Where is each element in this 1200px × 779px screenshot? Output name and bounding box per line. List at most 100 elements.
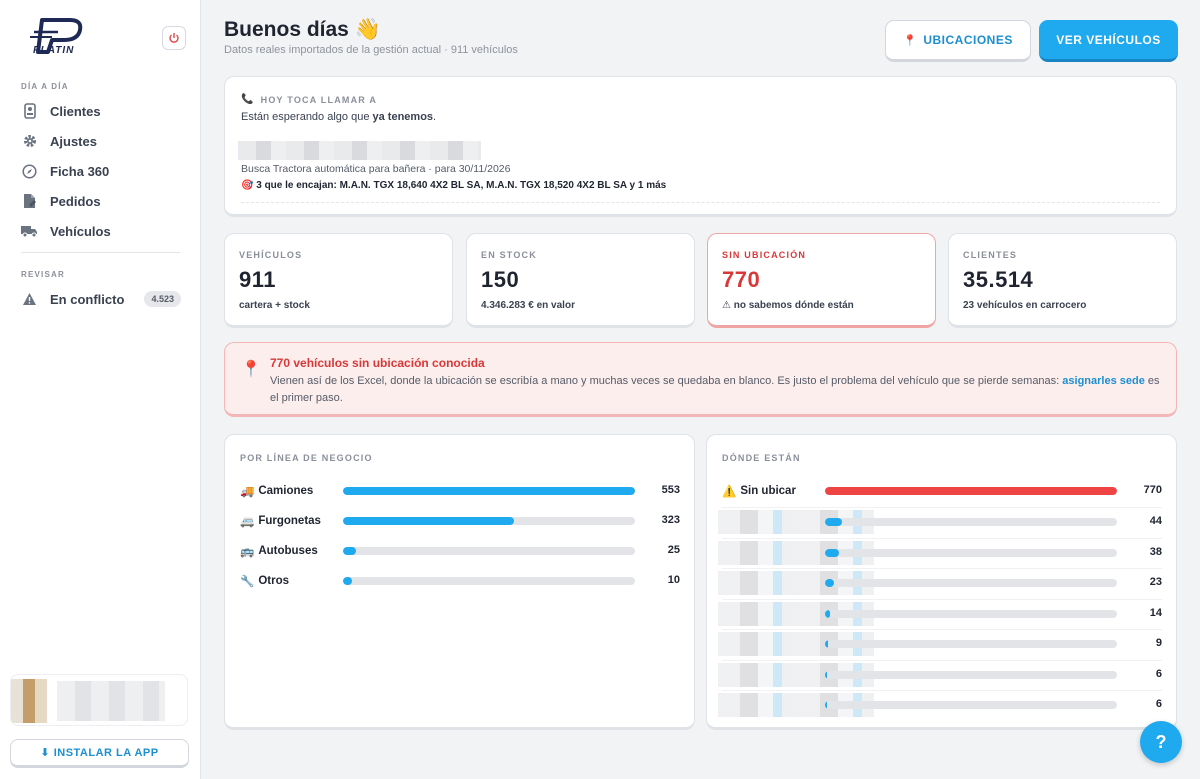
locations-panel: DÓNDE ESTÁN ⚠️ Sin ubicar 770 44 38 23 14 9 6 6 [706, 434, 1177, 730]
power-icon [169, 33, 179, 43]
row-value: 14 [1149, 606, 1162, 619]
truck-icon [21, 223, 38, 240]
sidebar-item-ajustes[interactable]: Ajustes [21, 130, 181, 152]
row-divider [722, 537, 1162, 539]
stat-card-stock[interactable]: EN STOCK 150 4.346.283 € en valor [466, 233, 695, 328]
logout-button[interactable] [162, 26, 186, 50]
divider [241, 202, 1160, 203]
user-profile[interactable] [10, 674, 188, 726]
row-label: 🚐 Furgonetas [240, 514, 321, 528]
locations-button[interactable]: 📍 UBICACIONES [885, 20, 1031, 62]
user-name-blurred [57, 681, 165, 721]
stat-card-sin-ubicacion[interactable]: SIN UBICACIÓN 770 ⚠ no sabemos dónde est… [707, 233, 936, 328]
bar-track [343, 517, 635, 525]
row-value: 25 [667, 544, 680, 556]
warning-icon: ⚠️ [722, 486, 737, 498]
row-label: 🔧 Otros [240, 574, 289, 588]
bar-track [825, 548, 1117, 557]
vehicle-type-icon: 🔧 [240, 576, 255, 588]
call-caption-text: HOY TOCA LLAMAR A [260, 94, 378, 105]
row-value: 6 [1155, 667, 1162, 680]
client-name-blurred[interactable] [238, 141, 481, 160]
bar-fill [343, 487, 635, 495]
sidebar-item-clientes[interactable]: Clientes [21, 100, 181, 122]
location-row[interactable]: 44 [718, 510, 1162, 534]
help-label: ? [1155, 731, 1167, 752]
location-row[interactable]: 23 [718, 571, 1162, 595]
bar-track [343, 487, 635, 495]
alert-suffix: es el primer paso. [270, 375, 1160, 404]
business-line-panel: POR LÍNEA DE NEGOCIO 🚚 Camiones 553 🚐 Furgon… [224, 434, 695, 730]
business-row[interactable]: 🚐 Furgonetas 323 [240, 512, 680, 530]
bar-fill [343, 577, 352, 585]
row-value: 44 [1149, 515, 1162, 527]
sidebar-item-vehiculos[interactable]: Vehículos [21, 220, 181, 242]
divider [21, 252, 180, 253]
row-divider [722, 598, 1162, 600]
sidebar-item-label: Vehículos [50, 223, 111, 239]
brand-logo[interactable] [30, 16, 92, 58]
clientes-icon [21, 103, 38, 120]
assign-location-link[interactable]: asignarles sede [1062, 375, 1145, 387]
business-row[interactable]: 🚌 Autobuses 25 [240, 542, 680, 560]
sidebar-item-pedidos[interactable]: Pedidos [21, 190, 181, 212]
matching-vehicles[interactable]: 🎯 3 que le encajan: M.A.N. TGX 18,640 4X… [241, 180, 667, 191]
stat-caption: SIN UBICACIÓN [722, 250, 807, 260]
stat-value: 770 [722, 267, 761, 292]
brand-name: PLATIN [33, 45, 75, 56]
stat-card-vehiculos[interactable]: VEHÍCULOS 911 cartera + stock [224, 233, 453, 328]
sidebar-item-conflicto[interactable]: En conflicto 4.523 [21, 288, 181, 310]
section-label-day: DÍA A DÍA [21, 82, 69, 91]
bar-track [825, 579, 1117, 587]
row-value: 553 [661, 484, 680, 496]
row-value: 9 [1155, 637, 1162, 649]
bar-fill [825, 487, 1117, 495]
help-button[interactable]: ? [1140, 721, 1182, 763]
sidebar-item-label: Ajustes [50, 133, 97, 149]
bar-fill [343, 547, 357, 555]
bar-fill [825, 579, 834, 587]
bar-track [825, 609, 1117, 618]
bar-track [825, 701, 1117, 709]
row-label-text: Autobuses [258, 545, 318, 557]
location-row[interactable]: 6 [718, 662, 1162, 687]
location-row[interactable]: 9 [718, 632, 1162, 656]
stat-value: 150 [481, 267, 520, 292]
business-row[interactable]: 🚚 Camiones 553 [240, 482, 680, 500]
alert-title: 770 vehículos sin ubicación conocida [270, 356, 485, 370]
location-row[interactable]: 6 [718, 693, 1162, 717]
panel-caption: POR LÍNEA DE NEGOCIO [240, 453, 373, 463]
bar-track [825, 640, 1117, 648]
row-label: ⚠️ Sin ubicar [722, 484, 796, 498]
location-row[interactable]: 14 [718, 601, 1162, 626]
stat-subtext: 23 vehículos en carrocero [963, 300, 1087, 311]
sidebar-item-label: Ficha 360 [50, 163, 110, 179]
section-label-review: REVISAR [21, 270, 65, 279]
row-label: 🚌 Autobuses [240, 544, 318, 558]
call-today-card[interactable]: 📞 HOY TOCA LLAMAR A Están esperando algo… [224, 76, 1177, 217]
row-divider [722, 629, 1162, 630]
pin-icon: 📍 [903, 34, 918, 47]
row-label-text: Otros [258, 575, 289, 587]
alert-description: Vienen así de los Excel, donde la ubicac… [270, 373, 1160, 407]
call-caption: 📞 HOY TOCA LLAMAR A [241, 94, 377, 105]
install-app-button[interactable]: ⬇ INSTALAR LA APP [10, 739, 189, 768]
stat-caption: CLIENTES [963, 250, 1018, 260]
bar-track [825, 670, 1117, 679]
vehicle-type-icon: 🚐 [240, 516, 255, 528]
bar-fill [825, 670, 828, 679]
bar-track [343, 577, 635, 585]
view-vehicles-button[interactable]: VER VEHÍCULOS [1039, 20, 1178, 62]
row-value: 323 [661, 514, 680, 526]
location-row-unplaced[interactable]: ⚠️ Sin ubicar 770 [722, 482, 1162, 500]
location-row[interactable]: 38 [718, 540, 1162, 565]
business-row[interactable]: 🔧 Otros 10 [240, 572, 680, 590]
stat-subtext: cartera + stock [239, 300, 310, 311]
stat-caption: VEHÍCULOS [239, 250, 303, 260]
warning-icon [21, 291, 38, 308]
vehicle-type-icon: 🚌 [240, 546, 255, 558]
sidebar-item-ficha360[interactable]: Ficha 360 [21, 160, 181, 182]
stat-card-clientes[interactable]: CLIENTES 35.514 23 vehículos en carrocer… [948, 233, 1177, 328]
row-value: 10 [667, 574, 680, 586]
sidebar-item-label: Pedidos [50, 193, 101, 209]
